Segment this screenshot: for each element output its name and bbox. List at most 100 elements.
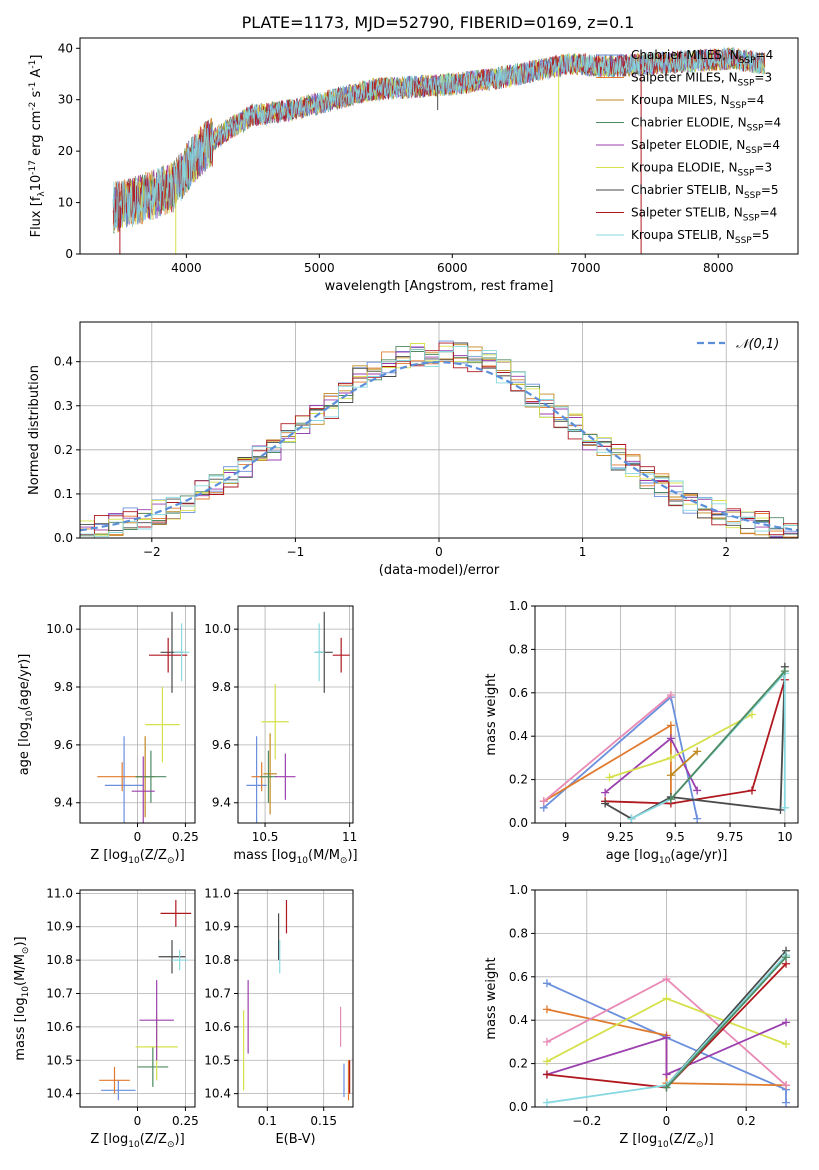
- label-text: =4: [760, 206, 778, 220]
- age-weight-axes: 9 9.25 9.5 9.75 10 0.0 0.2 0.4 0.6 0.8 1.0 age [log…: [484, 599, 799, 866]
- x-tick-label: 1: [579, 545, 587, 559]
- label-superscript: -1: [28, 60, 38, 69]
- y-axis-label: Flux [fλ​10-17​ erg cm-2​ s-1​ A-1​]: [28, 55, 47, 238]
- weight-point: [662, 974, 671, 983]
- x-tick-label: 9.5: [666, 830, 685, 844]
- y-tick-label: 0.4: [509, 1013, 528, 1027]
- x-tick-label: 0.2: [737, 1114, 756, 1128]
- label-text: Chabrier ELODIE, N: [631, 116, 747, 130]
- y-tick-label: 11.0: [204, 886, 231, 900]
- label-text: )]: [347, 848, 357, 863]
- y-axis-label: Normed distribution: [27, 365, 42, 495]
- y-tick-label: 0.6: [509, 970, 528, 984]
- x-tick-label: 0.15: [310, 1114, 337, 1128]
- label-subscript: SSP: [747, 124, 764, 134]
- label-text: Z [log: [619, 1132, 657, 1147]
- legend-label-1: Salpeter MILES, NSSP​=3: [631, 71, 772, 89]
- legend-label-2: Kroupa MILES, NSSP​=4: [631, 93, 764, 111]
- x-tick-label: 0.25: [172, 830, 199, 844]
- label-superscript: -17: [28, 160, 38, 175]
- label-text: (data-model)/error: [379, 563, 500, 578]
- label-text: (M/M: [13, 954, 28, 986]
- y-axis-label: mass weight: [484, 957, 499, 1039]
- label-text: wavelength [Angstrom, rest frame]: [325, 279, 554, 294]
- legend-label-3: Chabrier ELODIE, NSSP​=4: [631, 116, 781, 134]
- label-superscript: -2: [28, 102, 38, 111]
- ebv-mass-plot-area: [243, 900, 351, 1101]
- weight-series-4: [546, 1021, 787, 1076]
- label-subscript: SSP: [744, 191, 761, 201]
- label-text: =4: [762, 138, 780, 152]
- label-subscript: 10: [25, 710, 35, 722]
- weight-point: [782, 1018, 791, 1027]
- x-tick-label: 7000: [570, 261, 601, 275]
- x-tick-label: 0: [134, 1114, 142, 1128]
- x-axis-label: Z [log10​(Z/Z⊙​)]: [90, 848, 184, 866]
- mass-age-plot-area: [246, 611, 350, 823]
- x-tick-label: 9.25: [607, 830, 634, 844]
- weight-point: [747, 710, 756, 719]
- x-tick-label: 0.25: [172, 1114, 199, 1128]
- weight-point: [782, 1040, 791, 1049]
- mass-age-axes: 10.5 11 9.4 9.6 9.8 10.0 mass [log10​(M/M⊙​)]: [204, 605, 358, 866]
- label-text: Kroupa MILES, N: [631, 93, 730, 107]
- y-tick-label: 0.0: [509, 816, 528, 830]
- x-tick-label: 0: [435, 545, 443, 559]
- legend-label-8: Kroupa STELIB, NSSP​=5: [631, 228, 769, 246]
- y-tick-label: 9.4: [212, 796, 231, 810]
- weight-point: [542, 979, 551, 988]
- label-subscript: SSP: [743, 214, 760, 224]
- label-text: (age/yr)]: [17, 654, 32, 711]
- x-tick-label: 10: [777, 830, 792, 844]
- weight-series-8: [670, 670, 786, 800]
- y-tick-label: 10.4: [204, 1087, 231, 1101]
- label-text: s: [29, 90, 44, 101]
- legend-label-4: Salpeter ELODIE, NSSP​=4: [631, 138, 780, 156]
- residuals-axes: −2 −1 0 1 2 0.0 0.1 0.2 0.3 0.4 (data-model)/error…: [27, 321, 799, 578]
- y-tick-label: 9.8: [212, 680, 231, 694]
- x-tick-label: 0: [134, 830, 142, 844]
- x-tick-label: 6000: [437, 261, 468, 275]
- label-text: =5: [752, 228, 770, 242]
- weight-point: [666, 721, 675, 730]
- x-tick-label: 8000: [703, 261, 734, 275]
- y-tick-label: 1.0: [509, 883, 528, 897]
- label-text: )]: [175, 1132, 185, 1147]
- label-subscript: ⊙: [696, 1140, 704, 1150]
- spectrum-plot-area: [112, 46, 766, 254]
- y-tick-label: 10.9: [46, 920, 73, 934]
- y-tick-label: 0.2: [509, 773, 528, 787]
- weight-point: [782, 1081, 791, 1090]
- label-subscript: SSP: [730, 101, 747, 111]
- y-tick-label: 0.1: [54, 487, 73, 501]
- label-text: (M/M: [308, 848, 340, 863]
- label-subscript: ⊙: [21, 947, 31, 955]
- label-text: mass weight: [484, 957, 499, 1039]
- label-text: Z [log: [90, 848, 128, 863]
- legend-label-7: Salpeter STELIB, NSSP​=4: [631, 206, 777, 224]
- x-axis-label: age [log10​(age/yr)]: [606, 848, 728, 866]
- legend-label-5: Kroupa ELODIE, NSSP​=3: [631, 161, 772, 179]
- label-text: Chabrier MILES, N: [631, 48, 739, 62]
- y-axis-label: mass weight: [484, 673, 499, 755]
- z-age-plot-area: [97, 611, 190, 823]
- spectrum-series-8: [112, 46, 766, 229]
- y-tick-label: 10.8: [46, 953, 73, 967]
- label-text: age [log: [17, 722, 32, 775]
- weight-point: [693, 786, 702, 795]
- weight-point: [542, 1070, 551, 1079]
- y-tick-label: 10.5: [204, 1053, 231, 1067]
- label-text: Salpeter STELIB, N: [631, 206, 743, 220]
- y-tick-label: 10.6: [204, 1020, 231, 1034]
- label-superscript: -1: [28, 82, 38, 91]
- label-text: Z [log: [90, 1132, 128, 1147]
- x-tick-label: 0.1: [258, 1114, 277, 1128]
- label-subscript: 10: [659, 856, 671, 866]
- x-tick-label: −0.2: [572, 1114, 601, 1128]
- y-tick-label: 10.0: [46, 622, 73, 636]
- weight-point: [776, 805, 785, 814]
- y-tick-label: 30: [58, 93, 73, 107]
- label-text: Flux [f: [29, 196, 44, 237]
- weight-point: [542, 1005, 551, 1014]
- axes-frame: [237, 889, 354, 1108]
